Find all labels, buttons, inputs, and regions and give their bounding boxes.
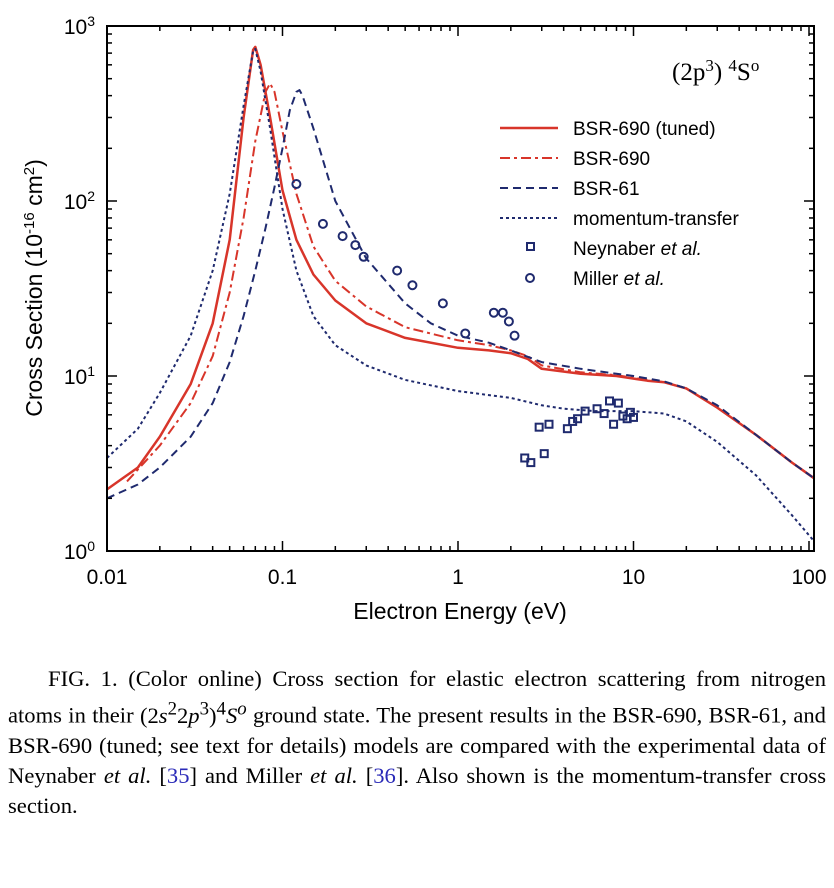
- neynaber-point-7: [573, 414, 583, 424]
- legend-label-bsr690: BSR-690: [573, 149, 650, 170]
- legend-label-neynaber: Neynaber et al.: [573, 239, 702, 260]
- x-tick-label: 0.01: [87, 566, 128, 589]
- y-tick-label: 102: [64, 188, 95, 214]
- y-tick-label: 101: [64, 363, 95, 389]
- neynaber-point-13: [613, 398, 623, 408]
- caption-text-1: Cross section for elastic electron scatt…: [8, 666, 826, 728]
- miller-point-12: [509, 330, 520, 341]
- caption-etal-2: et al.: [310, 762, 358, 788]
- x-axis-label: Electron Energy (eV): [353, 598, 566, 624]
- y-tick-label: 103: [64, 13, 95, 39]
- neynaber-point-1: [526, 458, 536, 468]
- legend-label-bsr61: BSR-61: [573, 179, 640, 200]
- miller-point-11: [503, 316, 514, 327]
- y-tick-label: 100: [64, 538, 95, 564]
- neynaber-point-10: [599, 409, 609, 419]
- miller-point-0: [291, 179, 302, 190]
- caption-fig-label: FIG. 1. (Color online): [48, 666, 262, 691]
- plot-layer: [107, 45, 814, 543]
- neynaber-point-8: [580, 406, 590, 416]
- axis-ticks: 0.01 0.1 1 10 100 100 101 102 103: [64, 13, 827, 589]
- neynaber-point-9: [592, 404, 602, 414]
- figure-caption: FIG. 1. (Color online) Cross section for…: [8, 666, 826, 818]
- legend-label-miller: Miller et al.: [573, 269, 665, 290]
- chart-legend: BSR-690 (tuned) BSR-690 BSR-61 momentum-…: [500, 119, 739, 290]
- y-axis-label: Cross Section (10-16 cm2): [21, 159, 48, 417]
- miller-point-6: [407, 280, 418, 291]
- miller-point-10: [497, 307, 508, 318]
- caption-ref-36[interactable]: 36: [373, 762, 396, 788]
- miller-point-3: [350, 240, 361, 251]
- legend-marker-miller: [525, 273, 535, 283]
- miller-point-2: [337, 231, 348, 242]
- cross-section-chart: 0.01 0.1 1 10 100 100 101 102 103 Electron Energ…: [21, 13, 827, 624]
- neynaber-point-3: [539, 449, 549, 459]
- neynaber-point-5: [562, 424, 572, 434]
- legend-label-bsr690-tuned: BSR-690 (tuned): [573, 119, 716, 140]
- x-tick-label: 0.1: [268, 566, 297, 589]
- legend-label-momentum-transfer: momentum-transfer: [573, 209, 739, 230]
- series-line-3: [107, 47, 814, 543]
- neynaber-point-11: [605, 396, 615, 406]
- neynaber-point-12: [609, 419, 619, 429]
- caption-formula: (2s22p3)4So: [139, 698, 247, 728]
- neynaber-point-4: [544, 419, 554, 429]
- x-tick-label: 100: [791, 566, 826, 589]
- neynaber-point-0: [520, 453, 530, 463]
- miller-point-4: [358, 251, 369, 262]
- x-tick-label: 1: [452, 566, 464, 589]
- state-annotation: (2p3) 4So: [672, 56, 759, 87]
- miller-point-7: [437, 298, 448, 309]
- miller-point-5: [392, 265, 403, 276]
- miller-point-8: [460, 328, 471, 339]
- caption-etal-1: et al.: [103, 762, 152, 788]
- neynaber-point-2: [534, 422, 544, 432]
- series-line-1: [126, 82, 814, 483]
- neynaber-point-17: [629, 412, 638, 422]
- series-line-2: [107, 89, 814, 500]
- plot-frame: [106, 25, 815, 552]
- legend-marker-neynaber: [526, 242, 535, 251]
- miller-point-1: [317, 218, 328, 229]
- series-line-0: [107, 45, 814, 491]
- x-tick-label: 10: [622, 566, 645, 589]
- caption-text-2: ground state. The present results in the…: [8, 702, 826, 788]
- miller-point-9: [488, 307, 499, 318]
- caption-ref-35[interactable]: 35: [166, 762, 190, 788]
